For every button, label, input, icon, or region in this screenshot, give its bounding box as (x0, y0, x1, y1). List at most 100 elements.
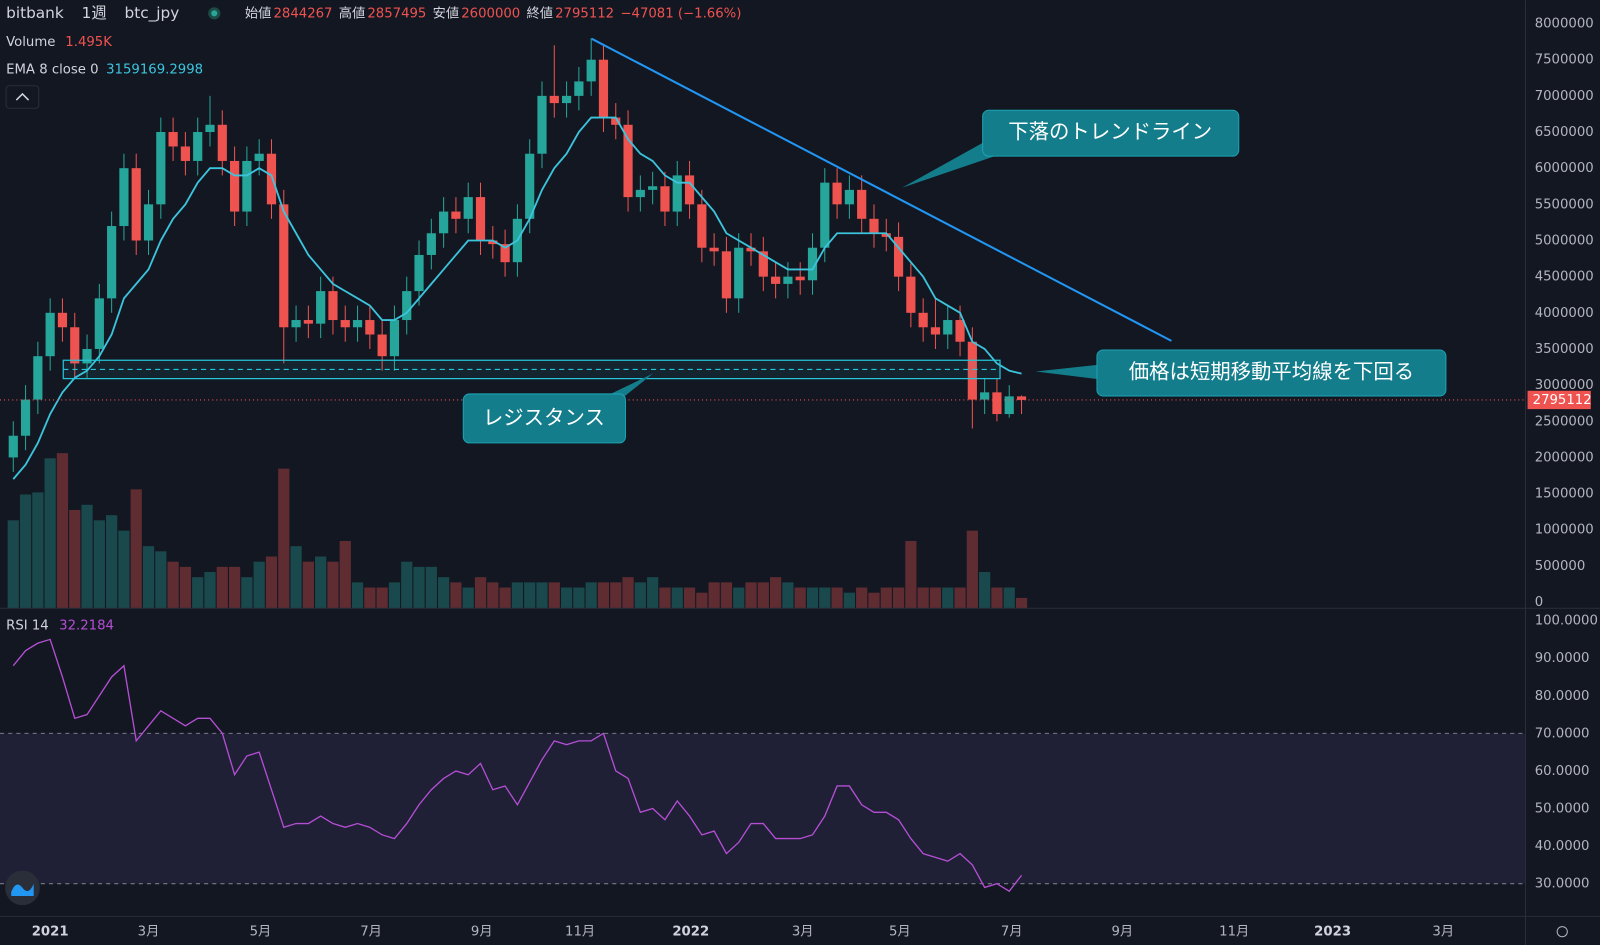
volume-bar (315, 556, 327, 609)
candle-body (291, 320, 301, 328)
plot (0, 38, 1526, 893)
x-tick-label: 7月 (360, 925, 382, 940)
volume-bar (794, 587, 806, 609)
volume-bar (733, 587, 745, 609)
candle-body (955, 320, 965, 342)
ema-line (12, 116, 1022, 480)
candle-body (549, 95, 559, 104)
volume-bar (634, 582, 646, 609)
y-tick-label: 6500000 (1535, 125, 1594, 140)
candle-body (893, 236, 904, 277)
candle-body (33, 356, 43, 400)
volume-bar (880, 587, 892, 609)
candle-body (820, 182, 830, 248)
rsi-line (12, 638, 1023, 893)
ohlc-value: 2844267 (273, 6, 332, 21)
candle-body (242, 160, 252, 212)
volume-bar (954, 587, 966, 609)
callout-box (462, 393, 627, 444)
candle-body (463, 197, 473, 219)
volume-bar (241, 577, 253, 609)
y-tick-label: 7500000 (1535, 53, 1594, 68)
settings-icon[interactable] (1556, 926, 1568, 938)
callout-pointer (1035, 364, 1103, 380)
volume-bar (868, 592, 880, 609)
volume-bar (376, 587, 388, 609)
callout-pointer (602, 373, 654, 399)
ohlc-value: 2857495 (367, 6, 426, 21)
collapse-icon (15, 92, 30, 101)
candle-body (180, 146, 190, 161)
candle-body (992, 392, 1002, 415)
candle-body (598, 59, 609, 118)
volume-bar (991, 587, 1003, 609)
candle-body (844, 189, 854, 205)
candle-body (611, 117, 621, 125)
candle-body (143, 204, 154, 241)
volume-bar (622, 577, 634, 609)
exchange: bitbank (6, 4, 64, 22)
x-tick-label: 3月 (1432, 925, 1454, 940)
candle-body (316, 291, 326, 324)
candle-body (832, 182, 842, 205)
candle-body (758, 251, 768, 277)
volume-bar (364, 587, 376, 609)
candle-body (168, 132, 178, 147)
volume-bar (856, 587, 868, 609)
rsi-label: RSI 14 (6, 619, 49, 634)
x-tick-label: 3月 (792, 925, 814, 940)
candle-body (365, 320, 375, 335)
candle-body (352, 320, 363, 328)
candle-body (1004, 396, 1014, 415)
candle-body (82, 348, 92, 364)
volume-label: Volume (6, 35, 55, 50)
candle-body (771, 276, 781, 284)
volume-bar (560, 587, 573, 609)
volume-bar (265, 556, 278, 609)
x-tick-label: 5月 (889, 925, 911, 940)
candle-body (303, 320, 313, 324)
candle-body (475, 197, 486, 241)
x-tick-label: 9月 (1112, 925, 1134, 940)
candle-body (8, 435, 18, 458)
candle-body (439, 211, 449, 234)
x-tick-label: 9月 (471, 925, 493, 940)
volume-bar (979, 572, 991, 609)
ohlc-label: 始値 (245, 5, 272, 21)
callout-box (1096, 349, 1447, 397)
price-tag (1527, 390, 1591, 410)
volume-bar (302, 561, 314, 609)
callout-text: 下落のトレンドライン (1008, 120, 1212, 144)
y-tick-label: 3500000 (1535, 342, 1594, 357)
candle-body (414, 254, 424, 292)
x-tick-label: 5月 (250, 925, 272, 940)
volume-bar (671, 587, 683, 609)
rsi-value: 32.2184 (59, 619, 114, 634)
y-tick-label: 6000000 (1535, 161, 1594, 176)
candle-body (721, 251, 732, 299)
candle-body (967, 341, 977, 400)
volume-bar (487, 582, 499, 609)
candle-body (918, 312, 928, 328)
volume-bar (130, 489, 142, 609)
volume-bar (438, 577, 450, 609)
volume-bar (167, 561, 179, 609)
candle-body (623, 124, 633, 198)
candle-body (94, 298, 104, 349)
volume-value: 1.495K (65, 35, 112, 50)
candle-body (795, 276, 805, 281)
candle-body (451, 211, 461, 219)
volume-bar (339, 541, 351, 609)
y-tick-label: 30.0000 (1535, 877, 1590, 892)
collapse-button[interactable] (5, 85, 40, 109)
pair: btc_jpy (124, 4, 179, 23)
volume-bar (413, 566, 425, 609)
callout-pointer (902, 142, 995, 188)
volume-bar (19, 494, 32, 609)
volume-bar (659, 587, 671, 609)
candle-body (734, 247, 744, 299)
volume-bar (929, 587, 942, 609)
volume-bar (597, 582, 610, 609)
candle-body (279, 204, 289, 328)
